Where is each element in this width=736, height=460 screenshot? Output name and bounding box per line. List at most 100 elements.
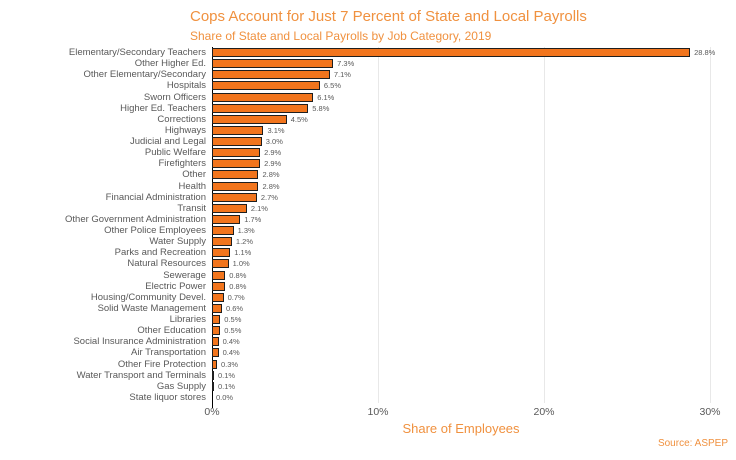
x-tick-label: 10% xyxy=(367,406,389,418)
bar-track: 1.2% xyxy=(212,236,736,247)
bar xyxy=(212,303,222,313)
bar-row: Natural Resources 1.0% xyxy=(0,258,736,269)
value-label: 1.3% xyxy=(237,226,255,236)
bar-row: Housing/Community Devel. 0.7% xyxy=(0,292,736,303)
category-label: Other Fire Protection xyxy=(117,358,206,370)
x-tick-label: 20% xyxy=(533,406,555,418)
bar-row: Other Government Administration 1.7% xyxy=(0,214,736,225)
value-label: 2.1% xyxy=(250,203,268,213)
category-label: Elementary/Secondary Teachers xyxy=(68,47,206,59)
bar-track: 0.5% xyxy=(212,325,736,336)
bar-track: 0.8% xyxy=(212,281,736,292)
value-label: 0.0% xyxy=(216,392,234,402)
value-label: 0.8% xyxy=(229,281,247,291)
bar xyxy=(212,114,287,124)
category-label: Financial Administration xyxy=(105,191,206,203)
category-label: Libraries xyxy=(169,314,206,326)
x-axis-ticks: 0% 10% 20% 30% xyxy=(0,406,736,420)
bar xyxy=(212,270,226,280)
value-label: 28.8% xyxy=(694,48,716,58)
value-label: 0.5% xyxy=(224,326,242,336)
bar-row: State liquor stores 0.0% xyxy=(0,392,736,403)
bar xyxy=(212,192,257,202)
category-label: Sewerage xyxy=(163,269,206,281)
bar xyxy=(212,81,320,91)
bar-row: Solid Waste Management 0.6% xyxy=(0,303,736,314)
category-label: Air Transportation xyxy=(131,347,206,359)
bar-row: Corrections 4.5% xyxy=(0,114,736,125)
bar-track: 1.0% xyxy=(212,258,736,269)
category-label: Highways xyxy=(164,124,206,136)
value-label: 6.5% xyxy=(323,81,341,91)
category-label: Gas Supply xyxy=(156,380,206,392)
bar-row: Water Supply 1.2% xyxy=(0,236,736,247)
bar-row: Other Higher Ed. 7.3% xyxy=(0,58,736,69)
bar xyxy=(212,214,241,224)
bar xyxy=(212,337,219,347)
bar-rows: Elementary/Secondary Teachers 28.8% Other … xyxy=(0,47,736,403)
value-label: 3.1% xyxy=(267,125,285,135)
bar xyxy=(212,137,262,147)
bar-row: Highways 3.1% xyxy=(0,125,736,136)
x-tick-label: 30% xyxy=(699,406,721,418)
bar xyxy=(212,315,221,325)
bar xyxy=(212,381,214,391)
bar xyxy=(212,181,259,191)
bar xyxy=(212,159,261,169)
value-label: 1.7% xyxy=(244,214,262,224)
value-label: 0.1% xyxy=(218,381,236,391)
bar-track: 2.9% xyxy=(212,147,736,158)
category-label: Solid Waste Management xyxy=(97,302,206,314)
bar-row: Public Welfare 2.9% xyxy=(0,147,736,158)
bar xyxy=(212,59,334,69)
source-note: Source: ASPEP xyxy=(657,438,728,449)
value-label: 2.8% xyxy=(262,170,280,180)
category-label: Firefighters xyxy=(158,158,206,170)
bar-row: Hospitals 6.5% xyxy=(0,80,736,91)
category-label: Other Police Employees xyxy=(104,225,206,237)
bar-track: 1.7% xyxy=(212,214,736,225)
bar-row: Financial Administration 2.7% xyxy=(0,192,736,203)
bar-track: 2.7% xyxy=(212,192,736,203)
category-label: Water Transport and Terminals xyxy=(76,369,206,381)
value-label: 1.2% xyxy=(235,237,254,247)
bar-track: 2.9% xyxy=(212,158,736,169)
category-label: Other Government Administration xyxy=(65,213,206,225)
bar-row: Electric Power 0.8% xyxy=(0,281,736,292)
bar-row: Higher Ed. Teachers 5.8% xyxy=(0,103,736,114)
bar xyxy=(212,70,330,80)
value-label: 2.7% xyxy=(260,192,278,202)
value-label: 4.5% xyxy=(290,114,308,124)
bar xyxy=(212,170,259,180)
bar-track: 2.8% xyxy=(212,181,736,192)
bar-track: 0.4% xyxy=(212,347,736,358)
value-label: 3.0% xyxy=(265,137,283,147)
value-label: 7.1% xyxy=(333,70,351,80)
value-label: 0.3% xyxy=(220,359,239,369)
bar xyxy=(212,281,226,291)
category-label: Parks and Recreation xyxy=(114,247,206,259)
value-label: 0.6% xyxy=(225,303,244,313)
bar-track: 2.1% xyxy=(212,203,736,214)
gridline xyxy=(543,47,545,403)
category-label: Judicial and Legal xyxy=(129,136,206,148)
value-label: 6.1% xyxy=(317,92,335,102)
bar-row: Other Police Employees 1.3% xyxy=(0,225,736,236)
bar-row: Other 2.8% xyxy=(0,169,736,180)
bar-row: Parks and Recreation 1.1% xyxy=(0,247,736,258)
value-label: 1.1% xyxy=(234,248,252,258)
category-label: State liquor stores xyxy=(129,391,206,403)
category-label: Other xyxy=(182,169,206,181)
bar-row: Libraries 0.5% xyxy=(0,314,736,325)
category-label: Public Welfare xyxy=(144,147,206,159)
chart-subtitle: Share of State and Local Payrolls by Job… xyxy=(190,29,492,43)
bar-track: 5.8% xyxy=(212,103,736,114)
bar xyxy=(212,125,264,135)
bar-track: 2.8% xyxy=(212,169,736,180)
category-label: Other Elementary/Secondary xyxy=(83,69,206,81)
bar-row: Firefighters 2.9% xyxy=(0,158,736,169)
category-label: Higher Ed. Teachers xyxy=(120,102,206,114)
value-label: 7.3% xyxy=(337,59,355,69)
bar-track: 3.0% xyxy=(212,136,736,147)
